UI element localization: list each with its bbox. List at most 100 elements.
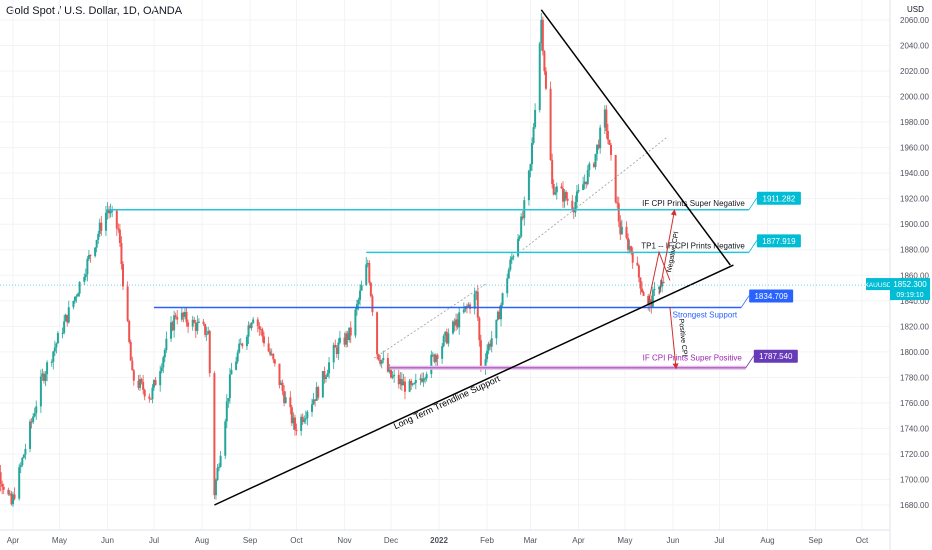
y-tick-label: 1800.00 bbox=[900, 348, 929, 357]
candle-body bbox=[104, 212, 107, 231]
x-tick-label: Jun bbox=[667, 536, 680, 545]
candle-body bbox=[534, 109, 537, 128]
candle-body bbox=[273, 359, 276, 364]
candle-body bbox=[162, 357, 165, 368]
candle-body bbox=[380, 360, 383, 364]
y-tick-label: 1820.00 bbox=[900, 322, 929, 331]
candle-body bbox=[83, 276, 86, 282]
candle-body bbox=[238, 343, 241, 353]
candle-body bbox=[7, 489, 10, 495]
candle-body bbox=[585, 181, 588, 185]
candle-body bbox=[501, 293, 504, 305]
candle-body bbox=[411, 383, 414, 385]
candle-body bbox=[386, 357, 389, 372]
candle-body bbox=[552, 183, 555, 195]
candle-body bbox=[12, 494, 14, 505]
candle-body bbox=[335, 347, 338, 355]
candle-body bbox=[433, 354, 436, 362]
candle-body bbox=[272, 353, 275, 360]
candle-body bbox=[476, 291, 479, 318]
candle-body bbox=[538, 43, 541, 110]
candle-body bbox=[321, 371, 324, 398]
candle-body bbox=[608, 139, 611, 145]
candle-body bbox=[617, 203, 620, 222]
candle-body bbox=[479, 340, 482, 368]
candle-body bbox=[436, 355, 439, 359]
candle-body bbox=[496, 311, 499, 320]
candle-body bbox=[658, 287, 661, 289]
candle-body bbox=[434, 355, 437, 362]
candle-body bbox=[194, 322, 197, 331]
x-axis[interactable]: Apr May Jun Jul Aug Sep Oct Nov Dec 2022 Feb Mar Apr… bbox=[7, 536, 869, 545]
candle-body bbox=[527, 170, 530, 201]
candle-body bbox=[280, 382, 283, 385]
candle-body bbox=[332, 344, 335, 363]
price-tag-text: 1911.282 bbox=[763, 194, 796, 203]
x-tick-label: 2022 bbox=[430, 536, 448, 545]
candle-body bbox=[196, 322, 199, 331]
price-tag bbox=[756, 234, 801, 248]
candle-body bbox=[469, 304, 472, 309]
candle-body bbox=[214, 480, 217, 496]
y-tick-label: 1980.00 bbox=[900, 118, 929, 127]
candle-body bbox=[323, 371, 326, 380]
trendline bbox=[214, 264, 734, 506]
candle-body bbox=[42, 373, 45, 381]
candle-body bbox=[532, 127, 535, 144]
candle-body bbox=[391, 376, 394, 378]
candle-body bbox=[304, 418, 307, 420]
candle-body bbox=[8, 493, 11, 495]
current-price-tag bbox=[890, 278, 930, 301]
candle-body bbox=[140, 379, 143, 382]
cpi-arrow-label: Positive CPI bbox=[677, 318, 688, 357]
candle-body bbox=[97, 233, 100, 240]
x-tick-label: Jun bbox=[101, 536, 114, 545]
candle-body bbox=[456, 319, 459, 328]
candle-body bbox=[174, 315, 177, 317]
candle-body bbox=[620, 226, 623, 235]
candle-body bbox=[348, 327, 351, 341]
candle-body bbox=[44, 374, 47, 381]
candle-body bbox=[111, 210, 114, 212]
candle-body bbox=[596, 144, 599, 154]
x-tick-label: Aug bbox=[760, 536, 774, 545]
candle-body bbox=[403, 381, 406, 392]
trendlines[interactable]: Long Term Trendline Support bbox=[214, 9, 734, 506]
y-axis[interactable]: 1680.00 1700.00 1720.00 1740.00 1760.00 1780.… bbox=[900, 16, 929, 510]
candle-body bbox=[453, 321, 456, 326]
y-tick-label: 1940.00 bbox=[900, 169, 929, 178]
candle-body bbox=[486, 350, 489, 360]
candle-body bbox=[120, 243, 123, 265]
candle-body bbox=[343, 337, 346, 345]
candle-body bbox=[328, 362, 331, 374]
candle-body bbox=[583, 181, 586, 185]
candle-body bbox=[171, 322, 174, 331]
candle-body bbox=[490, 338, 493, 347]
candle-body bbox=[365, 264, 368, 286]
candle-body bbox=[625, 226, 628, 238]
candle-body bbox=[467, 304, 470, 307]
candle-body bbox=[301, 416, 304, 422]
candle-body bbox=[455, 319, 458, 326]
candle-body bbox=[369, 282, 372, 297]
candle-body bbox=[540, 19, 543, 44]
trendline bbox=[540, 9, 731, 266]
candle-body bbox=[324, 376, 327, 380]
symbol-tag bbox=[866, 278, 890, 291]
candle-body bbox=[131, 360, 134, 371]
candle-body bbox=[18, 467, 21, 499]
candle-body bbox=[442, 335, 445, 347]
level-lines[interactable]: IF CPI Prints Super Negative TP1 -- IF CP… bbox=[107, 199, 749, 370]
candle-body bbox=[228, 374, 231, 399]
candle-body bbox=[118, 229, 121, 244]
candle-body bbox=[66, 314, 69, 323]
candle-body bbox=[149, 398, 152, 400]
candle-body bbox=[208, 330, 211, 374]
candle-body bbox=[109, 210, 112, 214]
candle-body bbox=[193, 319, 196, 323]
candle-body bbox=[489, 343, 492, 347]
candle-body bbox=[261, 329, 264, 337]
candle-body bbox=[662, 281, 665, 283]
